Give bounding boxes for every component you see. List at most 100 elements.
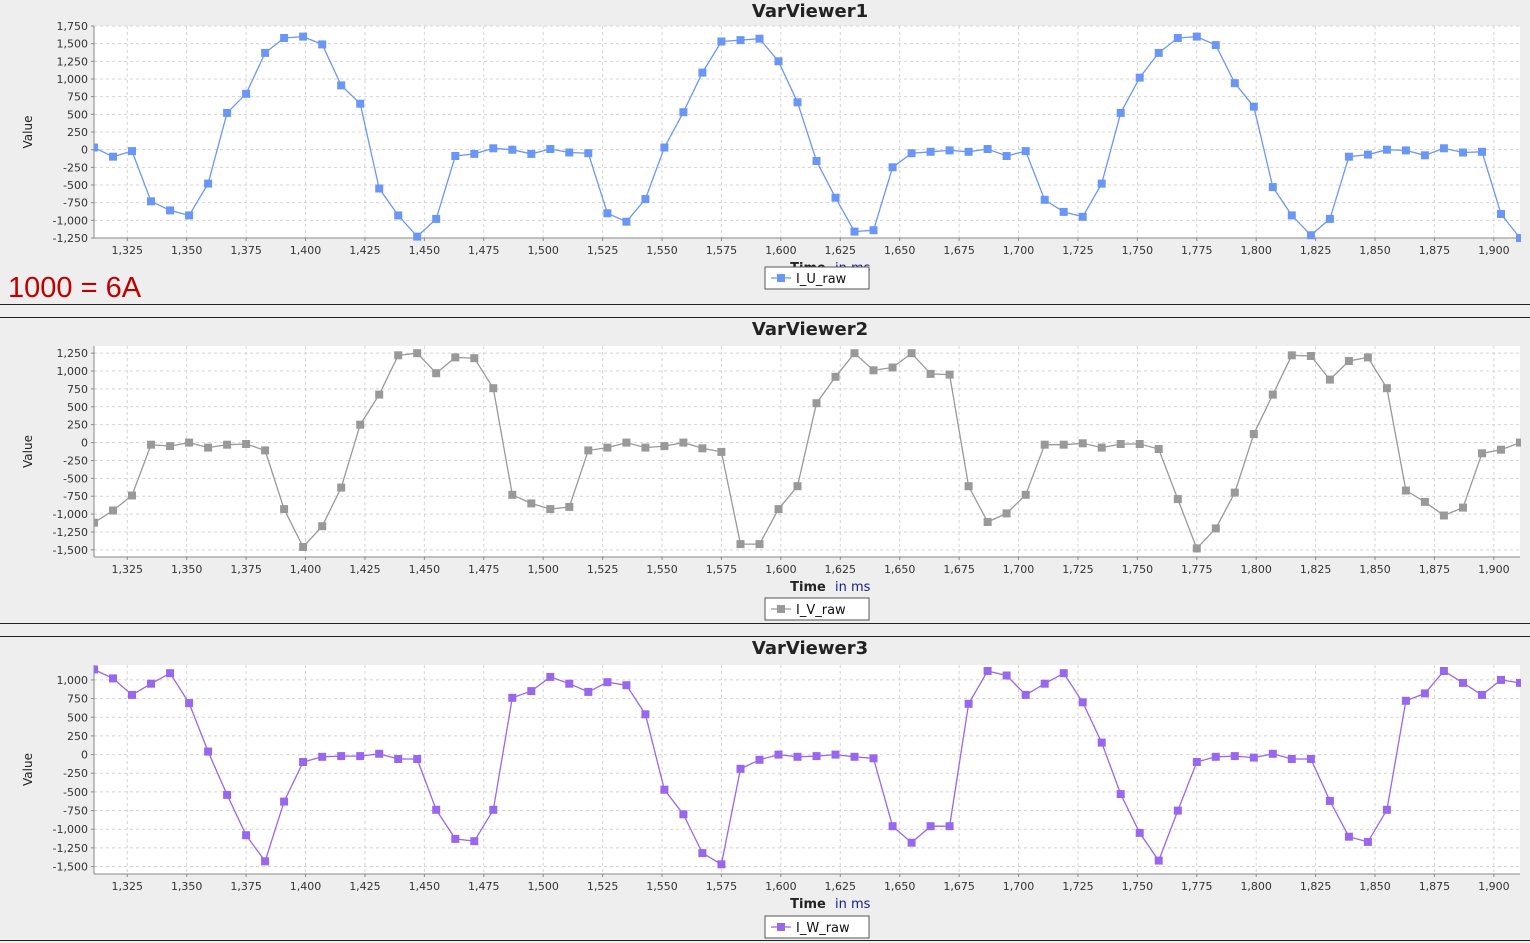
y-tick-label: -500	[63, 179, 88, 192]
y-tick-label: 1,000	[57, 73, 89, 86]
data-point	[451, 834, 460, 843]
data-point	[242, 89, 251, 98]
data-point	[1497, 210, 1505, 218]
data-point	[774, 750, 783, 759]
data-point	[1497, 675, 1505, 684]
data-point	[394, 755, 403, 763]
y-tick-label: 1,000	[57, 365, 89, 378]
data-point	[204, 179, 213, 188]
data-point	[1287, 755, 1296, 763]
data-point	[945, 146, 954, 155]
data-point	[242, 831, 251, 840]
data-point	[565, 679, 574, 688]
data-point	[1021, 490, 1030, 499]
data-point	[1344, 357, 1353, 365]
data-point	[318, 522, 327, 531]
data-point	[1002, 671, 1011, 680]
data-point	[907, 838, 916, 847]
data-point	[375, 390, 384, 399]
data-point	[204, 443, 213, 452]
data-point	[1002, 509, 1011, 518]
data-point	[755, 755, 764, 764]
data-point	[1097, 738, 1106, 747]
data-point	[1420, 497, 1429, 506]
data-point	[660, 785, 669, 794]
data-point	[774, 57, 783, 66]
data-point	[299, 543, 308, 551]
data-point	[641, 443, 650, 452]
x-tick-label: 1,750	[1122, 880, 1154, 893]
data-point	[983, 145, 992, 153]
data-point	[622, 217, 631, 226]
data-point	[1363, 150, 1372, 159]
data-point	[413, 232, 422, 241]
series-line	[94, 352, 1521, 550]
y-tick-label: -1,500	[53, 544, 88, 557]
x-tick-label: 1,525	[587, 563, 619, 576]
data-point	[1078, 439, 1087, 448]
data-point	[1382, 145, 1391, 154]
data-point	[1192, 544, 1201, 553]
series-line	[94, 668, 1521, 866]
data-point	[1325, 214, 1334, 223]
data-point	[94, 143, 98, 152]
y-tick-label: 250	[67, 419, 88, 432]
data-point	[717, 447, 726, 456]
x-tick-label: 1,775	[1181, 563, 1213, 576]
y-tick-label: 500	[67, 401, 88, 414]
x-tick-label: 1,700	[1003, 244, 1035, 257]
y-tick-label: 250	[67, 730, 88, 743]
x-tick-label: 1,650	[884, 244, 916, 257]
data-point	[1173, 495, 1182, 504]
x-tick-label: 1,450	[409, 244, 441, 257]
y-tick-label: -750	[63, 805, 88, 818]
data-point	[527, 499, 536, 508]
data-point	[565, 148, 574, 157]
data-point	[983, 667, 992, 675]
plot-area	[94, 665, 1520, 874]
data-point	[527, 687, 536, 696]
x-tick-label: 1,375	[230, 563, 262, 576]
data-point	[337, 81, 346, 90]
x-axis-label: Time	[790, 897, 826, 912]
y-tick-label: 250	[67, 126, 88, 139]
data-point	[1097, 179, 1106, 188]
data-point	[660, 143, 669, 152]
data-point	[945, 370, 954, 379]
data-point	[964, 147, 973, 156]
data-point	[907, 149, 916, 158]
data-point	[945, 822, 954, 831]
data-point	[736, 36, 745, 45]
data-point	[603, 678, 612, 687]
data-point	[242, 440, 251, 448]
y-tick-label: -1,250	[53, 842, 88, 855]
chart-varviewer2: VarViewer2 -1,500 -1,250 -1,000 -750 -500 -250…	[21, 319, 1521, 621]
data-point	[1382, 384, 1391, 393]
data-point	[736, 540, 745, 549]
data-point	[793, 482, 802, 491]
x-tick-label: 1,850	[1359, 880, 1391, 893]
data-point	[337, 483, 346, 492]
data-point	[964, 482, 973, 491]
x-tick-label: 1,325	[112, 244, 144, 257]
x-tick-label: 1,325	[112, 563, 144, 576]
x-tick-label: 1,425	[349, 244, 381, 257]
x-tick-label: 1,850	[1359, 244, 1391, 257]
data-point	[1344, 832, 1353, 841]
x-tick-label: 1,875	[1419, 880, 1451, 893]
data-point	[831, 750, 840, 759]
data-point	[774, 505, 783, 514]
x-tick-label: 1,900	[1478, 563, 1510, 576]
x-tick-label: 1,825	[1300, 244, 1332, 257]
data-point	[679, 108, 688, 117]
data-point	[1021, 147, 1030, 156]
data-point	[1287, 211, 1296, 220]
data-point	[166, 442, 175, 451]
data-point	[584, 446, 593, 455]
data-point	[356, 752, 365, 761]
data-point	[546, 145, 555, 153]
x-tick-label: 1,825	[1300, 563, 1332, 576]
data-point	[432, 369, 441, 378]
data-point	[1059, 669, 1068, 678]
panel-divider	[0, 317, 1530, 318]
